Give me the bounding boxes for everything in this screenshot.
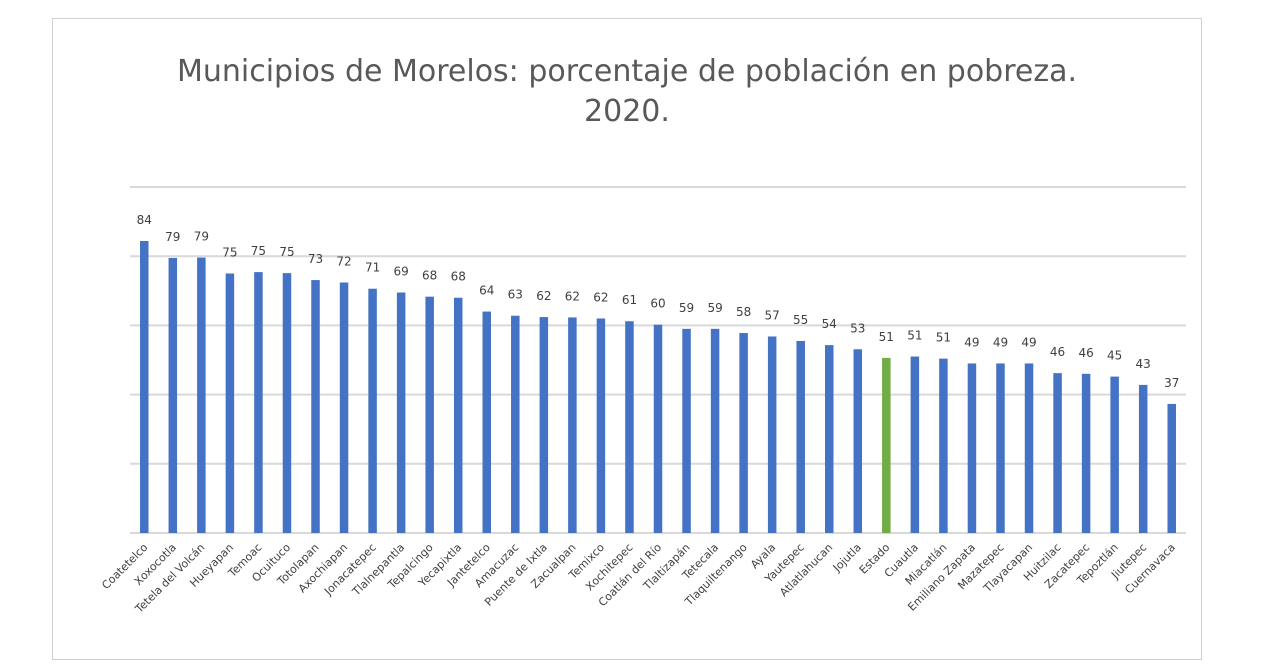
bar <box>168 257 178 533</box>
data-label: 84 <box>137 213 152 227</box>
bar <box>596 318 606 533</box>
data-label: 75 <box>279 245 294 259</box>
data-label: 79 <box>165 230 180 244</box>
data-label: 46 <box>1078 346 1093 360</box>
bar <box>1024 363 1034 533</box>
bar <box>140 240 149 533</box>
data-label: 62 <box>593 290 608 304</box>
bar <box>568 317 577 533</box>
data-label: 57 <box>765 308 780 322</box>
bar <box>482 311 492 533</box>
bar <box>225 273 235 533</box>
data-label: 61 <box>622 293 637 307</box>
bar <box>1053 373 1062 533</box>
data-label: 59 <box>707 301 722 315</box>
chart-subtitle: 2020. <box>584 94 670 129</box>
bar <box>311 280 320 533</box>
chart-title: Municipios de Morelos: porcentaje de pob… <box>176 54 1078 89</box>
bar <box>539 317 549 533</box>
bar <box>368 288 377 533</box>
data-label: 53 <box>850 321 865 335</box>
bar <box>739 333 748 533</box>
data-label: 64 <box>479 284 494 298</box>
bar <box>1138 384 1148 533</box>
data-label: 75 <box>251 244 266 258</box>
data-label: 59 <box>679 301 694 315</box>
data-label: 60 <box>650 297 665 311</box>
bar <box>824 345 834 533</box>
bar <box>1167 403 1176 533</box>
bar <box>625 321 634 533</box>
bar <box>197 257 206 533</box>
data-label: 49 <box>964 335 979 349</box>
data-label: 49 <box>1021 335 1036 349</box>
bar <box>967 363 977 533</box>
bar <box>767 336 777 533</box>
data-label: 71 <box>365 261 380 275</box>
data-label: 46 <box>1050 345 1065 359</box>
bar <box>910 356 920 533</box>
data-label: 79 <box>194 230 209 244</box>
data-label: 62 <box>565 289 580 303</box>
bar <box>1081 373 1091 533</box>
data-label: 63 <box>508 288 523 302</box>
data-label: 51 <box>936 331 951 345</box>
data-label: 49 <box>993 335 1008 349</box>
data-label: 69 <box>393 265 408 279</box>
bar <box>682 328 691 533</box>
bar <box>396 292 406 533</box>
bar <box>254 272 263 533</box>
bar <box>996 363 1005 533</box>
bar <box>282 273 292 533</box>
data-label: 37 <box>1164 376 1179 390</box>
data-label: 54 <box>822 317 837 331</box>
bar <box>453 297 463 533</box>
bar <box>710 328 720 533</box>
data-label: 51 <box>907 329 922 343</box>
data-label: 68 <box>451 270 466 284</box>
bar <box>796 340 805 533</box>
data-label: 43 <box>1136 357 1151 371</box>
bar <box>853 349 863 533</box>
bar <box>511 315 520 533</box>
data-label: 75 <box>222 246 237 260</box>
data-label: 55 <box>793 313 808 327</box>
data-label: 51 <box>879 330 894 344</box>
chart-title-block: Municipios de Morelos: porcentaje de pob… <box>52 52 1202 132</box>
bar <box>653 324 663 533</box>
bar <box>425 296 434 533</box>
bar <box>1110 376 1119 533</box>
data-label: 73 <box>308 252 323 266</box>
bar <box>882 357 891 533</box>
bar <box>339 282 349 533</box>
data-label: 68 <box>422 269 437 283</box>
bar <box>939 358 948 533</box>
data-label: 45 <box>1107 349 1122 363</box>
data-label: 62 <box>536 289 551 303</box>
data-label: 58 <box>736 305 751 319</box>
data-label: 72 <box>336 254 351 268</box>
